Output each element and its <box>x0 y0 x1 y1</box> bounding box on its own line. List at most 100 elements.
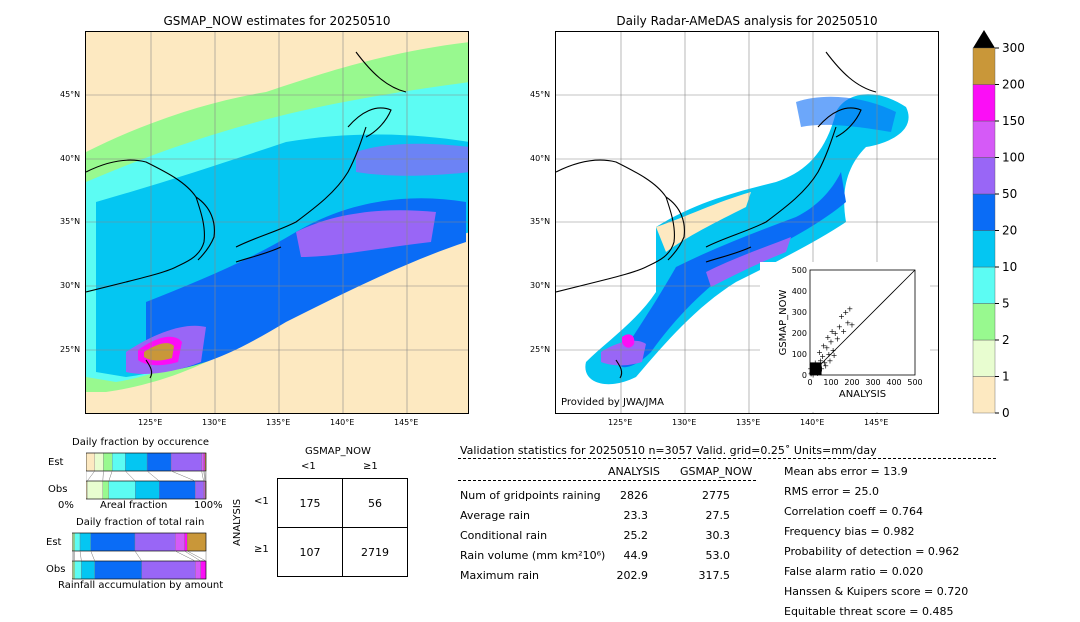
stats-value: 30.3 <box>680 529 730 542</box>
left-map <box>85 31 469 414</box>
right-lon-label-140: 140°E <box>800 418 824 427</box>
scatter-point: + <box>849 321 856 330</box>
fraction-bar-segment <box>202 453 204 471</box>
fraction-bar-segment <box>159 481 195 499</box>
occurrence-bar-chart <box>86 450 210 500</box>
scatter-ytick-label: 300 <box>792 308 807 317</box>
score-hk: Hanssen & Kuipers score = 0.720 <box>784 582 968 602</box>
colorbar-extend-arrow <box>973 30 995 48</box>
score-ets: Equitable threat score = 0.485 <box>784 602 968 622</box>
fraction-bar-segment <box>175 533 184 551</box>
scatter-xtick-label: 100 <box>823 378 838 387</box>
scatter-xtick-label: 200 <box>844 378 859 387</box>
contingency-col-ge1: ≥1 <box>363 461 378 472</box>
scatter-point: + <box>820 342 827 351</box>
score-pod: Probability of detection = 0.962 <box>784 542 968 562</box>
colorbar-segment <box>973 377 995 414</box>
stats-row-value-gsmap: 53.0 <box>680 549 730 562</box>
colorbar-tick-label: 300 <box>1002 41 1025 55</box>
contingency-row: 107 2719 <box>278 528 408 577</box>
occurrence-xlabel: Areal fraction <box>100 500 167 511</box>
stats-row-label: Maximum rain <box>460 569 539 582</box>
stats-row-maximum: Maximum rain <box>460 569 539 582</box>
colorbar-tick-label: 200 <box>1002 78 1025 92</box>
fraction-connector <box>125 471 135 481</box>
right-lat-label-25: 25°N <box>530 345 550 354</box>
fraction-connector <box>91 551 95 561</box>
stats-row-value-analysis: 202.9 <box>598 569 648 582</box>
fraction-bar-segment <box>103 453 112 471</box>
left-lat-label-45: 45°N <box>60 90 80 99</box>
stats-value: 27.5 <box>680 509 730 522</box>
fraction-bar-segment <box>135 481 159 499</box>
contingency-table: 175 56 107 2719 <box>277 478 408 577</box>
left-lon-label-135: 135°E <box>266 418 290 427</box>
scatter-point: + <box>847 304 854 313</box>
scatter-xtick-label: 0 <box>807 378 812 387</box>
colorbar-segment <box>973 231 995 268</box>
colorbar-segment <box>973 340 995 377</box>
stats-row-label: Conditional rain <box>460 529 547 542</box>
contingency-cell: 107 <box>278 528 343 577</box>
fraction-connector <box>80 551 81 561</box>
total-rain-xlabel: Rainfall accumulation by amount <box>58 580 223 591</box>
colorbar-tick-label: 1 <box>1002 370 1010 384</box>
fraction-bar-segment <box>80 533 91 551</box>
left-map-title: GSMAP_NOW estimates for 20250510 <box>85 14 469 28</box>
fraction-bar-segment <box>204 453 205 471</box>
fraction-bar-segment <box>195 481 203 499</box>
left-lat-label-40: 40°N <box>60 154 80 163</box>
colorbar-segment <box>973 194 995 231</box>
scatter-ytick-label: 100 <box>792 350 807 359</box>
colorbar-tick-label: 0 <box>1002 406 1010 418</box>
right-map-title: Daily Radar-AMeDAS analysis for 20250510 <box>555 14 939 28</box>
fraction-bar-segment <box>75 561 82 579</box>
total-rain-title: Daily fraction of total rain <box>76 517 204 528</box>
colorbar-segment <box>973 267 995 304</box>
left-map-rain-field <box>86 32 469 414</box>
left-lat-label-25: 25°N <box>60 345 80 354</box>
fraction-connector <box>171 471 195 481</box>
stats-value: 25.2 <box>598 529 648 542</box>
scatter-xtick-label: 400 <box>886 378 901 387</box>
fraction-bar-segment <box>86 453 95 471</box>
stats-row-average: Average rain <box>460 509 530 522</box>
contingency-cell: 175 <box>278 479 343 528</box>
scatter-point: + <box>810 364 817 373</box>
score-correlation: Correlation coeff = 0.764 <box>784 502 968 522</box>
fraction-bar-segment <box>95 453 104 471</box>
total-rain-est-label: Est <box>46 537 61 548</box>
colorbar-tick-label: 50 <box>1002 187 1017 201</box>
fraction-bar-segment <box>171 453 202 471</box>
stats-row-label: Rain volume (mm km²10⁶) <box>460 549 605 562</box>
scatter-ytick-label: 400 <box>792 287 807 296</box>
fraction-bar-segment <box>135 533 175 551</box>
stats-value: 44.9 <box>598 549 648 562</box>
scatter-point: + <box>831 351 838 360</box>
stats-row-conditional: Conditional rain <box>460 529 547 542</box>
contingency-title: GSMAP_NOW <box>305 446 371 457</box>
stats-header: Validation statistics for 20250510 n=305… <box>460 444 877 457</box>
fraction-bar-segment <box>87 481 103 499</box>
fraction-bar-segment <box>109 481 135 499</box>
colorbar-tick-label: 20 <box>1002 224 1017 238</box>
stats-row-value-analysis: 25.2 <box>598 529 648 542</box>
colorbar-tick-label: 2 <box>1002 333 1010 347</box>
occurrence-title: Daily fraction by occurence <box>72 437 209 448</box>
stats-header-divider <box>458 458 996 459</box>
fraction-bar-segment <box>73 561 74 579</box>
fraction-connector <box>204 471 205 481</box>
stats-row-label: Average rain <box>460 509 530 522</box>
stats-table-divider <box>458 480 756 481</box>
contingency-col-lt1: <1 <box>301 461 316 472</box>
left-lon-label-145: 145°E <box>394 418 418 427</box>
scatter-xtick-label: 300 <box>865 378 880 387</box>
fraction-bar-segment <box>73 533 74 551</box>
scatter-point: + <box>840 327 847 336</box>
fraction-connector <box>147 471 159 481</box>
stats-col-analysis: ANALYSIS <box>608 465 660 478</box>
left-lon-label-140: 140°E <box>330 418 354 427</box>
